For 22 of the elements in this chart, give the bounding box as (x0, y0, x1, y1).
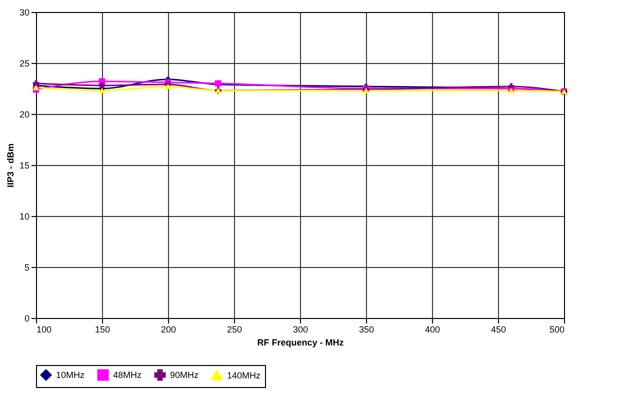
x-tick-label: 450 (490, 324, 506, 334)
y-tick-label: 5 (24, 262, 30, 272)
x-axis-title: RF Frequency - MHz (257, 338, 344, 348)
y-tick-label: 25 (19, 58, 30, 68)
legend-label: 90MHz (170, 370, 200, 380)
x-tick-label: 500 (549, 324, 564, 334)
y-tick-label: 0 (24, 314, 30, 324)
y-axis-title: IIP3 - dBm (5, 143, 16, 188)
y-tick-label: 15 (19, 160, 30, 170)
legend-label: 10MHz (56, 370, 86, 380)
x-tick-label: 200 (160, 324, 176, 334)
legend-label: 48MHz (113, 370, 142, 380)
x-tick-label: 400 (424, 324, 440, 334)
y-tick-label: 30 (19, 8, 30, 18)
y-tick-label: 20 (19, 110, 30, 120)
x-tick-label: 250 (226, 324, 242, 334)
x-tick-label: 350 (358, 324, 374, 334)
x-tick-label: 100 (36, 324, 52, 334)
legend-label: 140MHz (227, 370, 262, 380)
y-tick-label: 10 (19, 212, 30, 222)
x-tick-label: 300 (292, 324, 308, 334)
x-tick-label: 150 (94, 324, 110, 334)
